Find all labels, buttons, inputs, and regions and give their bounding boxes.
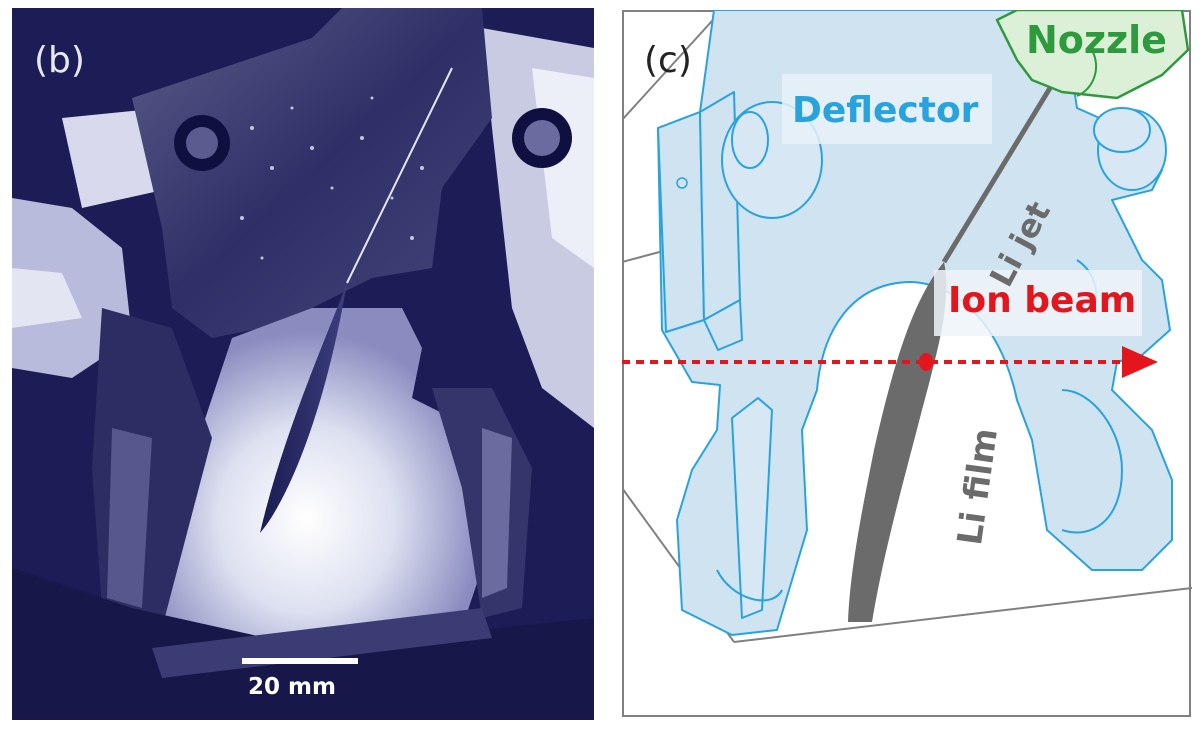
deflector-label-bg <box>782 74 992 144</box>
ion-beam-label-bg <box>934 270 1142 336</box>
panel-letter-b: (b) <box>34 40 85 81</box>
nozzle-label: Nozzle <box>1026 18 1167 62</box>
deflector-shape <box>657 10 1173 636</box>
scale-bar <box>242 658 358 664</box>
scale-bar-label: 20 mm <box>248 674 336 700</box>
mounting-hole <box>676 177 688 189</box>
photo-panel-b: (b) 20 mm <box>12 8 594 720</box>
diagram-illustration <box>622 10 1192 717</box>
nozzle-shape <box>995 10 1190 100</box>
photo-illustration <box>12 8 594 720</box>
panel-letter-c: (c) <box>644 40 692 81</box>
ion-beam-label: Ion beam <box>948 280 1137 321</box>
deflector-label: Deflector <box>792 90 979 131</box>
ion-beam-arrowhead <box>1122 346 1158 378</box>
li-jet-line <box>941 86 1053 264</box>
li-film-shape <box>848 262 947 622</box>
ion-beam-spot <box>919 353 933 371</box>
diagram-panel-c: (c) Nozzle Deflector Li jet Ion beam Li … <box>622 10 1192 718</box>
